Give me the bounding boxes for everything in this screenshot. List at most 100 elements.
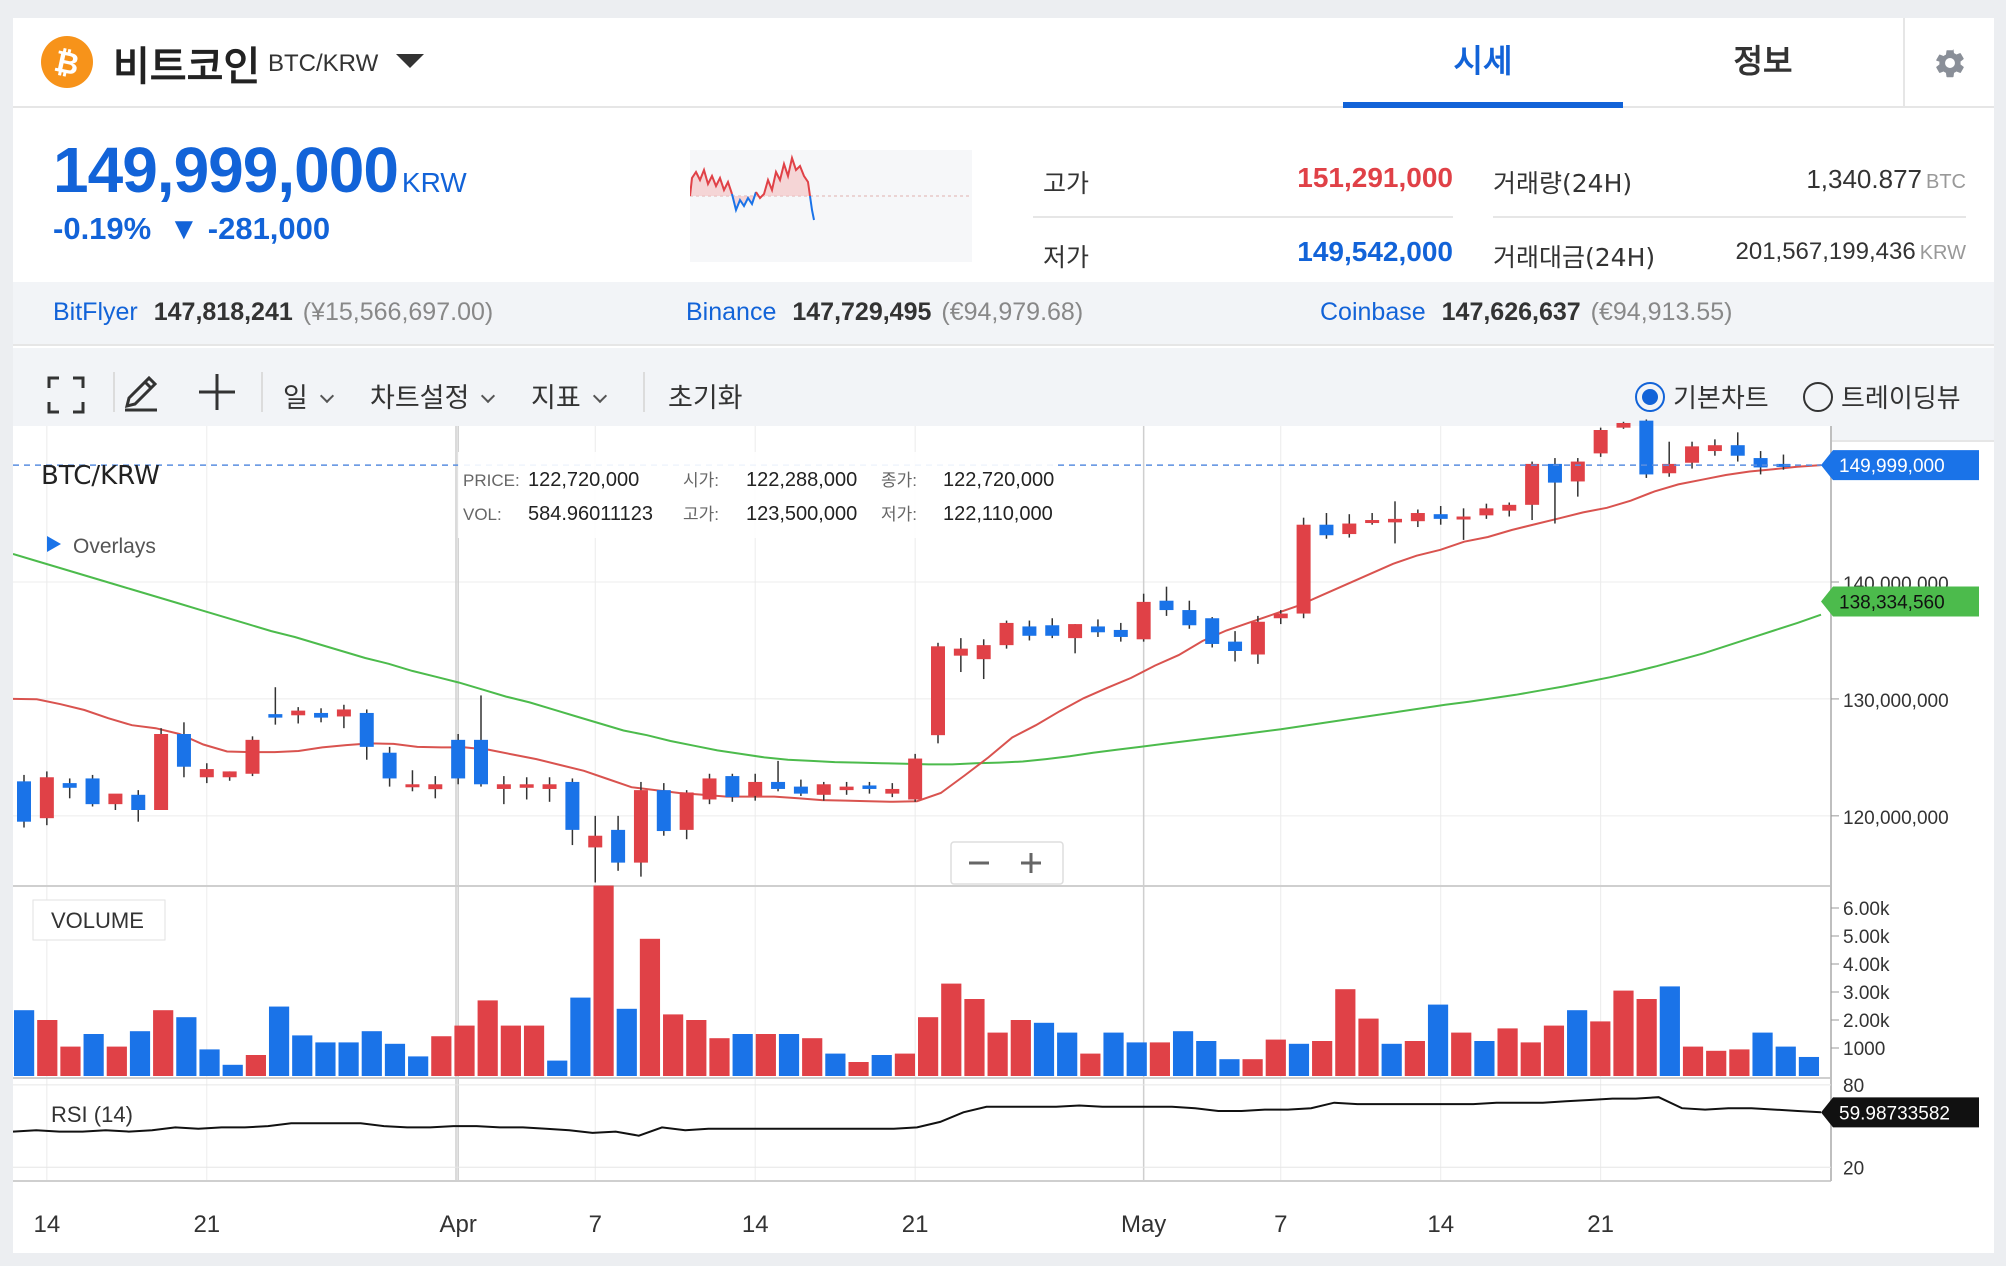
volume-bar xyxy=(1752,1032,1773,1076)
open-value: 122,288,000 xyxy=(746,469,857,491)
volume-bar xyxy=(500,1025,521,1076)
candle-body xyxy=(611,829,626,863)
exchange-binance[interactable]: Binance 147,729,495 (€94,979.68) xyxy=(686,298,1084,326)
candle-body xyxy=(702,778,717,800)
volume-bar xyxy=(663,1014,684,1076)
toolbar-separator xyxy=(261,372,263,412)
exchange-coinbase[interactable]: Coinbase 147,626,637 (€94,913.55) xyxy=(1320,298,1733,326)
candle-body xyxy=(17,781,31,822)
volume-bar xyxy=(129,1031,151,1076)
radio-basic-chart[interactable]: 기본차트 xyxy=(1635,378,1769,415)
candle-body xyxy=(222,771,237,778)
volume-bar xyxy=(176,1017,197,1076)
rsi-value-tag xyxy=(1821,1097,1979,1128)
low-label: 저가 xyxy=(1043,243,1090,272)
tab-info[interactable]: 정보 xyxy=(1733,42,1793,80)
ohlc-info-box xyxy=(458,452,1058,538)
coin-select-caret-icon[interactable] xyxy=(396,54,424,68)
candle-body xyxy=(542,784,557,789)
candle-body xyxy=(1662,463,1677,474)
volume-bar xyxy=(222,1064,243,1076)
volume-bar xyxy=(848,1062,869,1076)
price-chart[interactable]: 14 21 Apr 7 14 21 May 7 14 21 120,000,000 130,000,0… xyxy=(13,18,1994,1253)
candle-body xyxy=(1205,618,1220,644)
radio-tradingview[interactable]: 트레이딩뷰 xyxy=(1803,378,1961,415)
volume-bar xyxy=(431,1036,452,1076)
volume-bar xyxy=(1682,1046,1704,1076)
zoom-controls[interactable] xyxy=(950,841,1064,885)
toolbar-separator xyxy=(643,372,645,412)
indicators-dropdown[interactable]: 지표 xyxy=(531,376,607,415)
tab-price[interactable]: 시세 xyxy=(1343,18,1623,108)
toolbar-separator xyxy=(113,372,115,412)
low-value: 122,110,000 xyxy=(943,503,1053,525)
volume-bar xyxy=(1103,1032,1124,1076)
fullscreen-icon xyxy=(47,376,85,414)
volume-bar xyxy=(1335,989,1356,1076)
x-tick-label: 14 xyxy=(33,1211,60,1238)
rsi-tick-label: 80 xyxy=(1843,1076,1864,1097)
volume-bar xyxy=(1242,1059,1263,1076)
volume-bar xyxy=(964,999,985,1076)
volume-bar xyxy=(338,1042,359,1076)
price-unit: KRW xyxy=(401,167,467,198)
volume-tick-label: 6.00k xyxy=(1843,899,1890,920)
volume-bar xyxy=(1172,1031,1194,1076)
chart-settings-dropdown[interactable]: 차트설정 xyxy=(370,376,496,415)
candle-body xyxy=(1685,446,1700,463)
current-price-tag-text: 149,999,000 xyxy=(1839,456,1945,477)
exchange-bitflyer[interactable]: BitFlyer 147,818,241 (¥15,566,697.00) xyxy=(53,298,494,326)
candle-body xyxy=(1045,625,1060,636)
candle-body xyxy=(268,714,283,718)
candle-body xyxy=(1616,422,1631,428)
volume-bar xyxy=(570,997,591,1076)
x-tick-label: 21 xyxy=(193,1211,220,1238)
candle-body xyxy=(39,777,54,819)
x-tick-label: May xyxy=(1121,1211,1166,1238)
turnover-label: 거래대금(24H) xyxy=(1493,243,1656,272)
volume-bar xyxy=(1706,1050,1727,1076)
volume-bar xyxy=(14,1010,35,1076)
settings-button[interactable] xyxy=(1903,18,1994,108)
candle-body xyxy=(1228,641,1243,651)
volume-bar xyxy=(523,1025,545,1076)
volume-bar xyxy=(1636,999,1657,1076)
volume-bar xyxy=(454,1025,475,1076)
stats-divider xyxy=(1493,216,1966,218)
candle-body xyxy=(679,792,694,830)
volume-bar xyxy=(1381,1043,1402,1076)
candle-body xyxy=(1250,621,1265,655)
volume-bar xyxy=(1590,1021,1611,1076)
draw-button[interactable] xyxy=(119,370,163,419)
volume-bar xyxy=(1497,1028,1518,1076)
volume-bar xyxy=(477,1000,498,1076)
period-dropdown[interactable]: 일 xyxy=(283,376,334,415)
candle-body xyxy=(656,790,671,832)
rsi-tick-label: 20 xyxy=(1843,1158,1864,1179)
volume-value: 1,340.877 BTC xyxy=(1806,164,1966,194)
candle-body xyxy=(1182,610,1197,626)
volume-bar xyxy=(639,938,661,1076)
close-value: 122,720,000 xyxy=(943,469,1054,491)
candle-body xyxy=(474,739,488,785)
volume-bar xyxy=(1427,1004,1449,1076)
candle-body xyxy=(1319,524,1334,536)
change-amount: ▼ -281,000 xyxy=(168,211,331,246)
volume-bar xyxy=(1567,1010,1588,1076)
volume-tick-label: 1000 xyxy=(1843,1039,1885,1060)
volume-bar xyxy=(1520,1042,1541,1076)
candle-body xyxy=(1502,504,1517,511)
candle-body xyxy=(1136,601,1151,640)
reset-button[interactable]: 초기화 xyxy=(668,383,743,414)
vol-value: 584.96011123 xyxy=(528,503,653,525)
candle-body xyxy=(382,752,397,779)
fullscreen-button[interactable] xyxy=(47,376,85,419)
volume-bar xyxy=(732,1034,753,1076)
volume-bar xyxy=(616,1008,637,1076)
price-label: PRICE: xyxy=(463,471,520,490)
candle-body xyxy=(519,784,534,788)
coin-pair: BTC/KRW xyxy=(268,50,379,77)
volume-bar xyxy=(153,1010,174,1076)
volume-bar xyxy=(1474,1041,1495,1076)
candle-body xyxy=(1753,458,1768,468)
